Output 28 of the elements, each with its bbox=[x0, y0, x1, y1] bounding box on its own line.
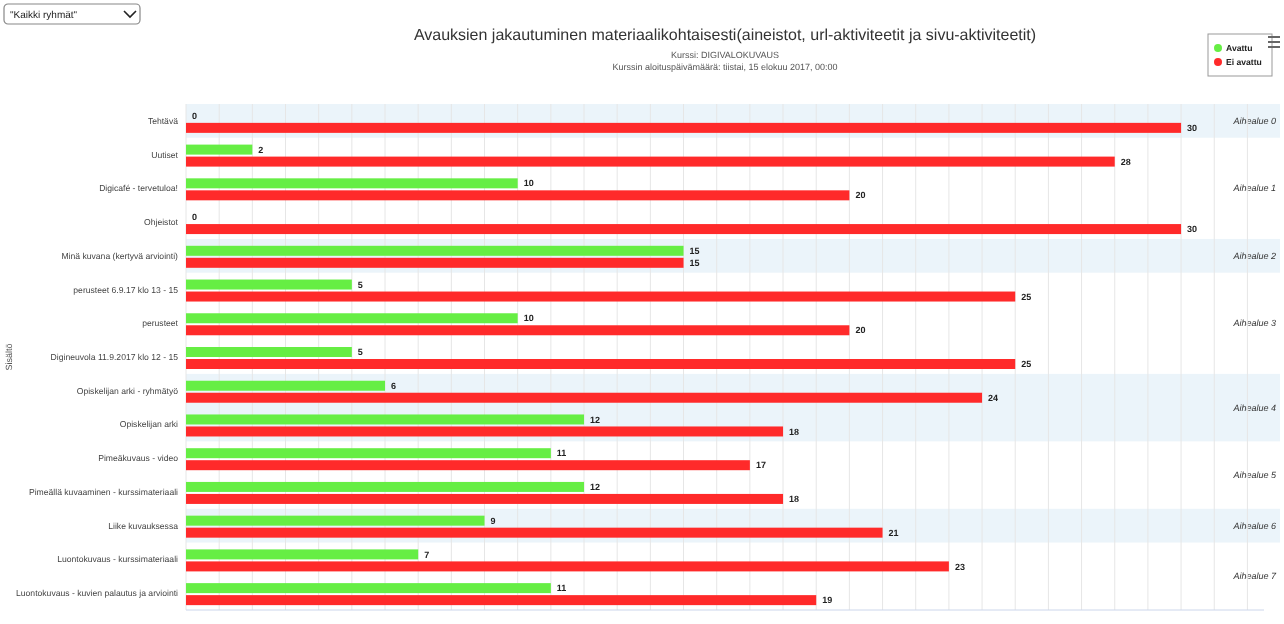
bar bbox=[186, 515, 485, 526]
bar bbox=[186, 279, 352, 290]
bar bbox=[186, 426, 784, 437]
bar bbox=[186, 144, 253, 155]
bar bbox=[186, 460, 750, 471]
chart-title: Avauksien jakautuminen materiaalikohtaisesti(aineistot, url-aktiviteetit ja sivu-aktiviteetit) bbox=[413, 26, 1037, 44]
bar bbox=[186, 325, 850, 336]
bar bbox=[186, 561, 949, 572]
bar bbox=[186, 347, 352, 357]
bar bbox=[186, 257, 684, 268]
bar bbox=[186, 414, 585, 425]
bar bbox=[186, 291, 1016, 302]
bar bbox=[186, 527, 883, 538]
bar bbox=[186, 392, 983, 403]
bar bbox=[186, 448, 551, 459]
bar bbox=[186, 549, 419, 560]
bar bbox=[186, 245, 684, 256]
bar bbox=[186, 380, 386, 391]
bar bbox=[186, 359, 1016, 369]
bar bbox=[186, 313, 518, 324]
bar bbox=[186, 224, 1182, 235]
bar bbox=[186, 156, 1115, 167]
bar bbox=[186, 595, 817, 606]
bar bbox=[186, 481, 585, 492]
bar bbox=[186, 493, 784, 504]
bar bbox=[186, 190, 850, 201]
bar bbox=[186, 583, 551, 594]
bar bbox=[186, 178, 518, 189]
